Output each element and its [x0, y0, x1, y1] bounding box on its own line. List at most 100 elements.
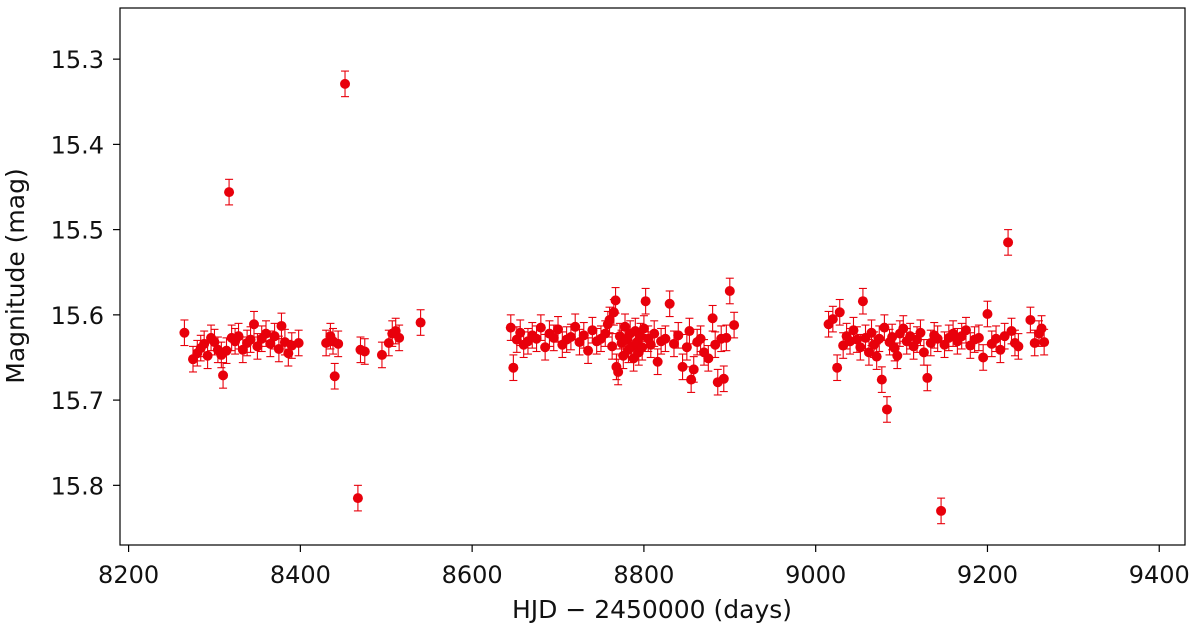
data-point: [202, 342, 213, 370]
data-point: [583, 337, 594, 364]
point-marker: [677, 361, 688, 372]
point-marker: [604, 314, 615, 325]
data-point: [982, 300, 993, 328]
data-point: [936, 497, 947, 525]
data-point: [932, 325, 943, 353]
point-marker: [376, 349, 387, 360]
point-marker: [352, 493, 363, 504]
point-marker: [718, 373, 729, 384]
point-marker: [874, 333, 885, 344]
data-point: [832, 354, 843, 382]
data-point: [505, 314, 516, 341]
point-marker: [333, 338, 344, 349]
data-point: [876, 366, 887, 393]
point-marker: [635, 331, 646, 342]
data-point: [276, 312, 287, 340]
point-marker: [982, 309, 993, 320]
data-point: [978, 344, 989, 371]
x-tick-label: 8400: [270, 561, 331, 589]
data-point: [293, 329, 304, 357]
point-marker: [1006, 326, 1017, 337]
data-point: [664, 290, 675, 318]
point-marker: [995, 344, 1006, 355]
point-marker: [863, 347, 874, 358]
data-points: [179, 70, 1050, 525]
data-point: [684, 317, 695, 345]
x-tick-label: 9000: [785, 561, 846, 589]
data-point: [179, 319, 190, 347]
point-marker: [209, 337, 220, 348]
y-tick-label: 15.4: [51, 131, 104, 159]
data-point: [707, 304, 718, 332]
point-marker: [1039, 337, 1050, 348]
point-marker: [583, 345, 594, 356]
point-marker: [881, 404, 892, 415]
data-point: [660, 325, 671, 353]
x-axis-title: HJD − 2450000 (days): [512, 595, 792, 624]
point-marker: [202, 350, 213, 361]
data-point: [394, 324, 405, 352]
data-point: [1003, 229, 1014, 256]
point-marker: [248, 319, 259, 330]
point-marker: [948, 328, 959, 339]
point-marker: [879, 322, 890, 333]
data-point: [879, 314, 890, 341]
data-point: [834, 298, 845, 326]
data-point: [973, 324, 984, 352]
x-tick-label: 8600: [442, 561, 503, 589]
point-marker: [855, 342, 866, 353]
point-marker: [1029, 337, 1040, 348]
point-marker: [721, 332, 732, 343]
point-marker: [265, 338, 276, 349]
data-point: [855, 333, 866, 361]
data-point: [652, 348, 663, 376]
data-point: [248, 310, 259, 338]
point-marker: [587, 325, 598, 336]
point-marker: [664, 298, 675, 309]
point-marker: [932, 333, 943, 344]
data-point: [640, 287, 651, 315]
data-point: [995, 336, 1006, 364]
point-marker: [876, 374, 887, 385]
point-marker: [832, 362, 843, 373]
point-marker: [261, 328, 272, 339]
point-marker: [851, 334, 862, 345]
point-marker: [508, 362, 519, 373]
data-point: [595, 325, 606, 353]
data-point: [224, 178, 235, 206]
point-marker: [991, 333, 1002, 344]
data-point: [613, 358, 624, 386]
point-marker: [871, 351, 882, 362]
point-marker: [707, 313, 718, 324]
data-point: [548, 324, 559, 352]
data-point: [677, 353, 688, 381]
point-marker: [827, 314, 838, 325]
data-point: [999, 322, 1010, 350]
point-marker: [1036, 323, 1047, 334]
point-marker: [724, 285, 735, 296]
data-point: [922, 364, 933, 392]
point-marker: [273, 343, 284, 354]
point-marker: [283, 348, 294, 359]
point-marker: [608, 307, 619, 318]
data-point: [535, 314, 546, 341]
point-marker: [960, 325, 971, 336]
point-marker: [340, 78, 351, 89]
point-marker: [1013, 341, 1024, 352]
point-marker: [936, 505, 947, 516]
point-marker: [233, 331, 244, 342]
data-point: [892, 342, 903, 370]
data-point: [724, 277, 735, 305]
point-marker: [686, 374, 697, 385]
y-tick-label: 15.5: [51, 217, 104, 245]
point-marker: [649, 328, 660, 339]
data-point: [269, 322, 280, 350]
point-marker: [668, 338, 679, 349]
point-marker: [548, 332, 559, 343]
point-marker: [565, 332, 576, 343]
point-marker: [218, 370, 229, 381]
point-marker: [1025, 314, 1036, 325]
point-marker: [613, 366, 624, 377]
data-point: [329, 362, 340, 390]
x-tick-label: 8200: [98, 561, 159, 589]
